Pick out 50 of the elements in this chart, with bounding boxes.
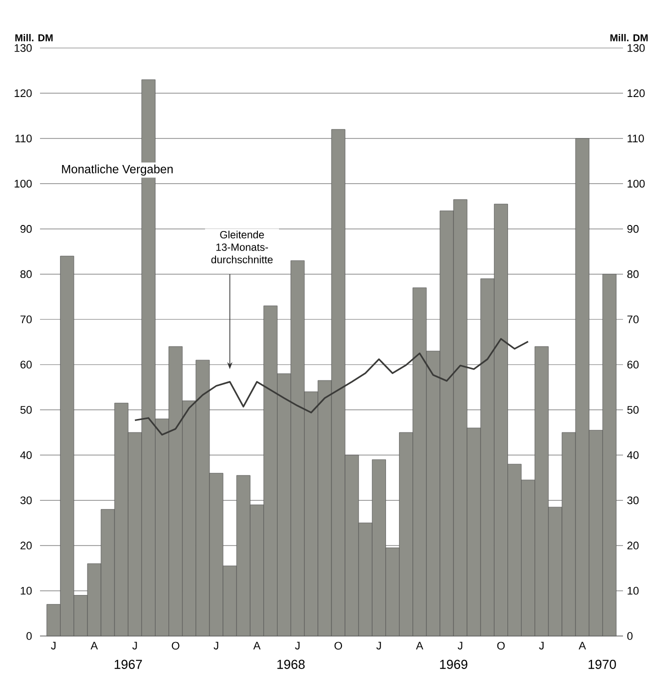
text: 1969 [440,660,468,669]
y-tick-label: 110 [16,134,32,142]
y2-tick-label: 40 [627,451,639,459]
y-tick-label: 60 [20,360,32,368]
x-tick-label: J [295,642,300,650]
y-tick-label: 120 [14,89,32,98]
y-tick-label: 30 [20,496,32,504]
y-tick-label: 20 [20,542,32,550]
y-tick-label: 10 [20,586,32,595]
text: 1968 [277,660,305,669]
x-tick-label: O [334,642,342,650]
y2-tick-label: 20 [627,542,639,550]
x-tick-label: J [214,642,218,650]
y2-tick-label: 100 [628,180,645,188]
y2-tick-label: 70 [627,316,639,324]
x-tick-label: J [458,642,462,650]
y-tick-label: 40 [20,451,32,459]
y2-tick-label: 0 [627,632,633,640]
x-tick-label: O [172,642,180,650]
y-axis-title: Mill. DM [15,34,53,42]
series-label: Monatliche Vergaben [62,164,173,176]
x-tick-label: J [539,642,544,650]
x-tick-label: A [253,642,261,650]
y2-tick-label: 50 [627,406,639,414]
y2-tick-label: 130 [628,44,645,52]
text: Gleitende 13-Monats-durchschnitte [211,230,273,264]
y-tick-label: 100 [14,180,32,188]
y-tick-label: 80 [20,270,32,278]
text: 1967 [114,660,142,669]
y-tick-label: 70 [20,316,32,324]
y-tick-label: 50 [20,406,32,414]
x-tick-label: O [497,642,505,650]
x-tick-label: A [578,642,586,650]
y2-tick-label: 120 [628,89,645,98]
y-tick-label: 0 [26,632,32,640]
x-tick-label: J [376,642,381,650]
y-tick-label: 130 [14,44,32,52]
x-tick-label: J [132,642,137,650]
y2-tick-label: 90 [627,225,639,233]
y2-tick-label: 10 [628,586,639,595]
x-tick-label: A [416,642,424,650]
y2-tick-label: 110 [628,134,644,142]
y-tick-label: 90 [20,225,32,233]
y2-tick-label: 80 [627,270,639,278]
y2-tick-label: 60 [627,360,639,368]
x-tick-label: J [50,642,56,650]
x-tick-label: A [90,642,98,650]
y2-tick-label: 30 [627,496,639,504]
y2-axis-title: Mill. DM [610,34,648,42]
text: 1970 [588,660,616,669]
